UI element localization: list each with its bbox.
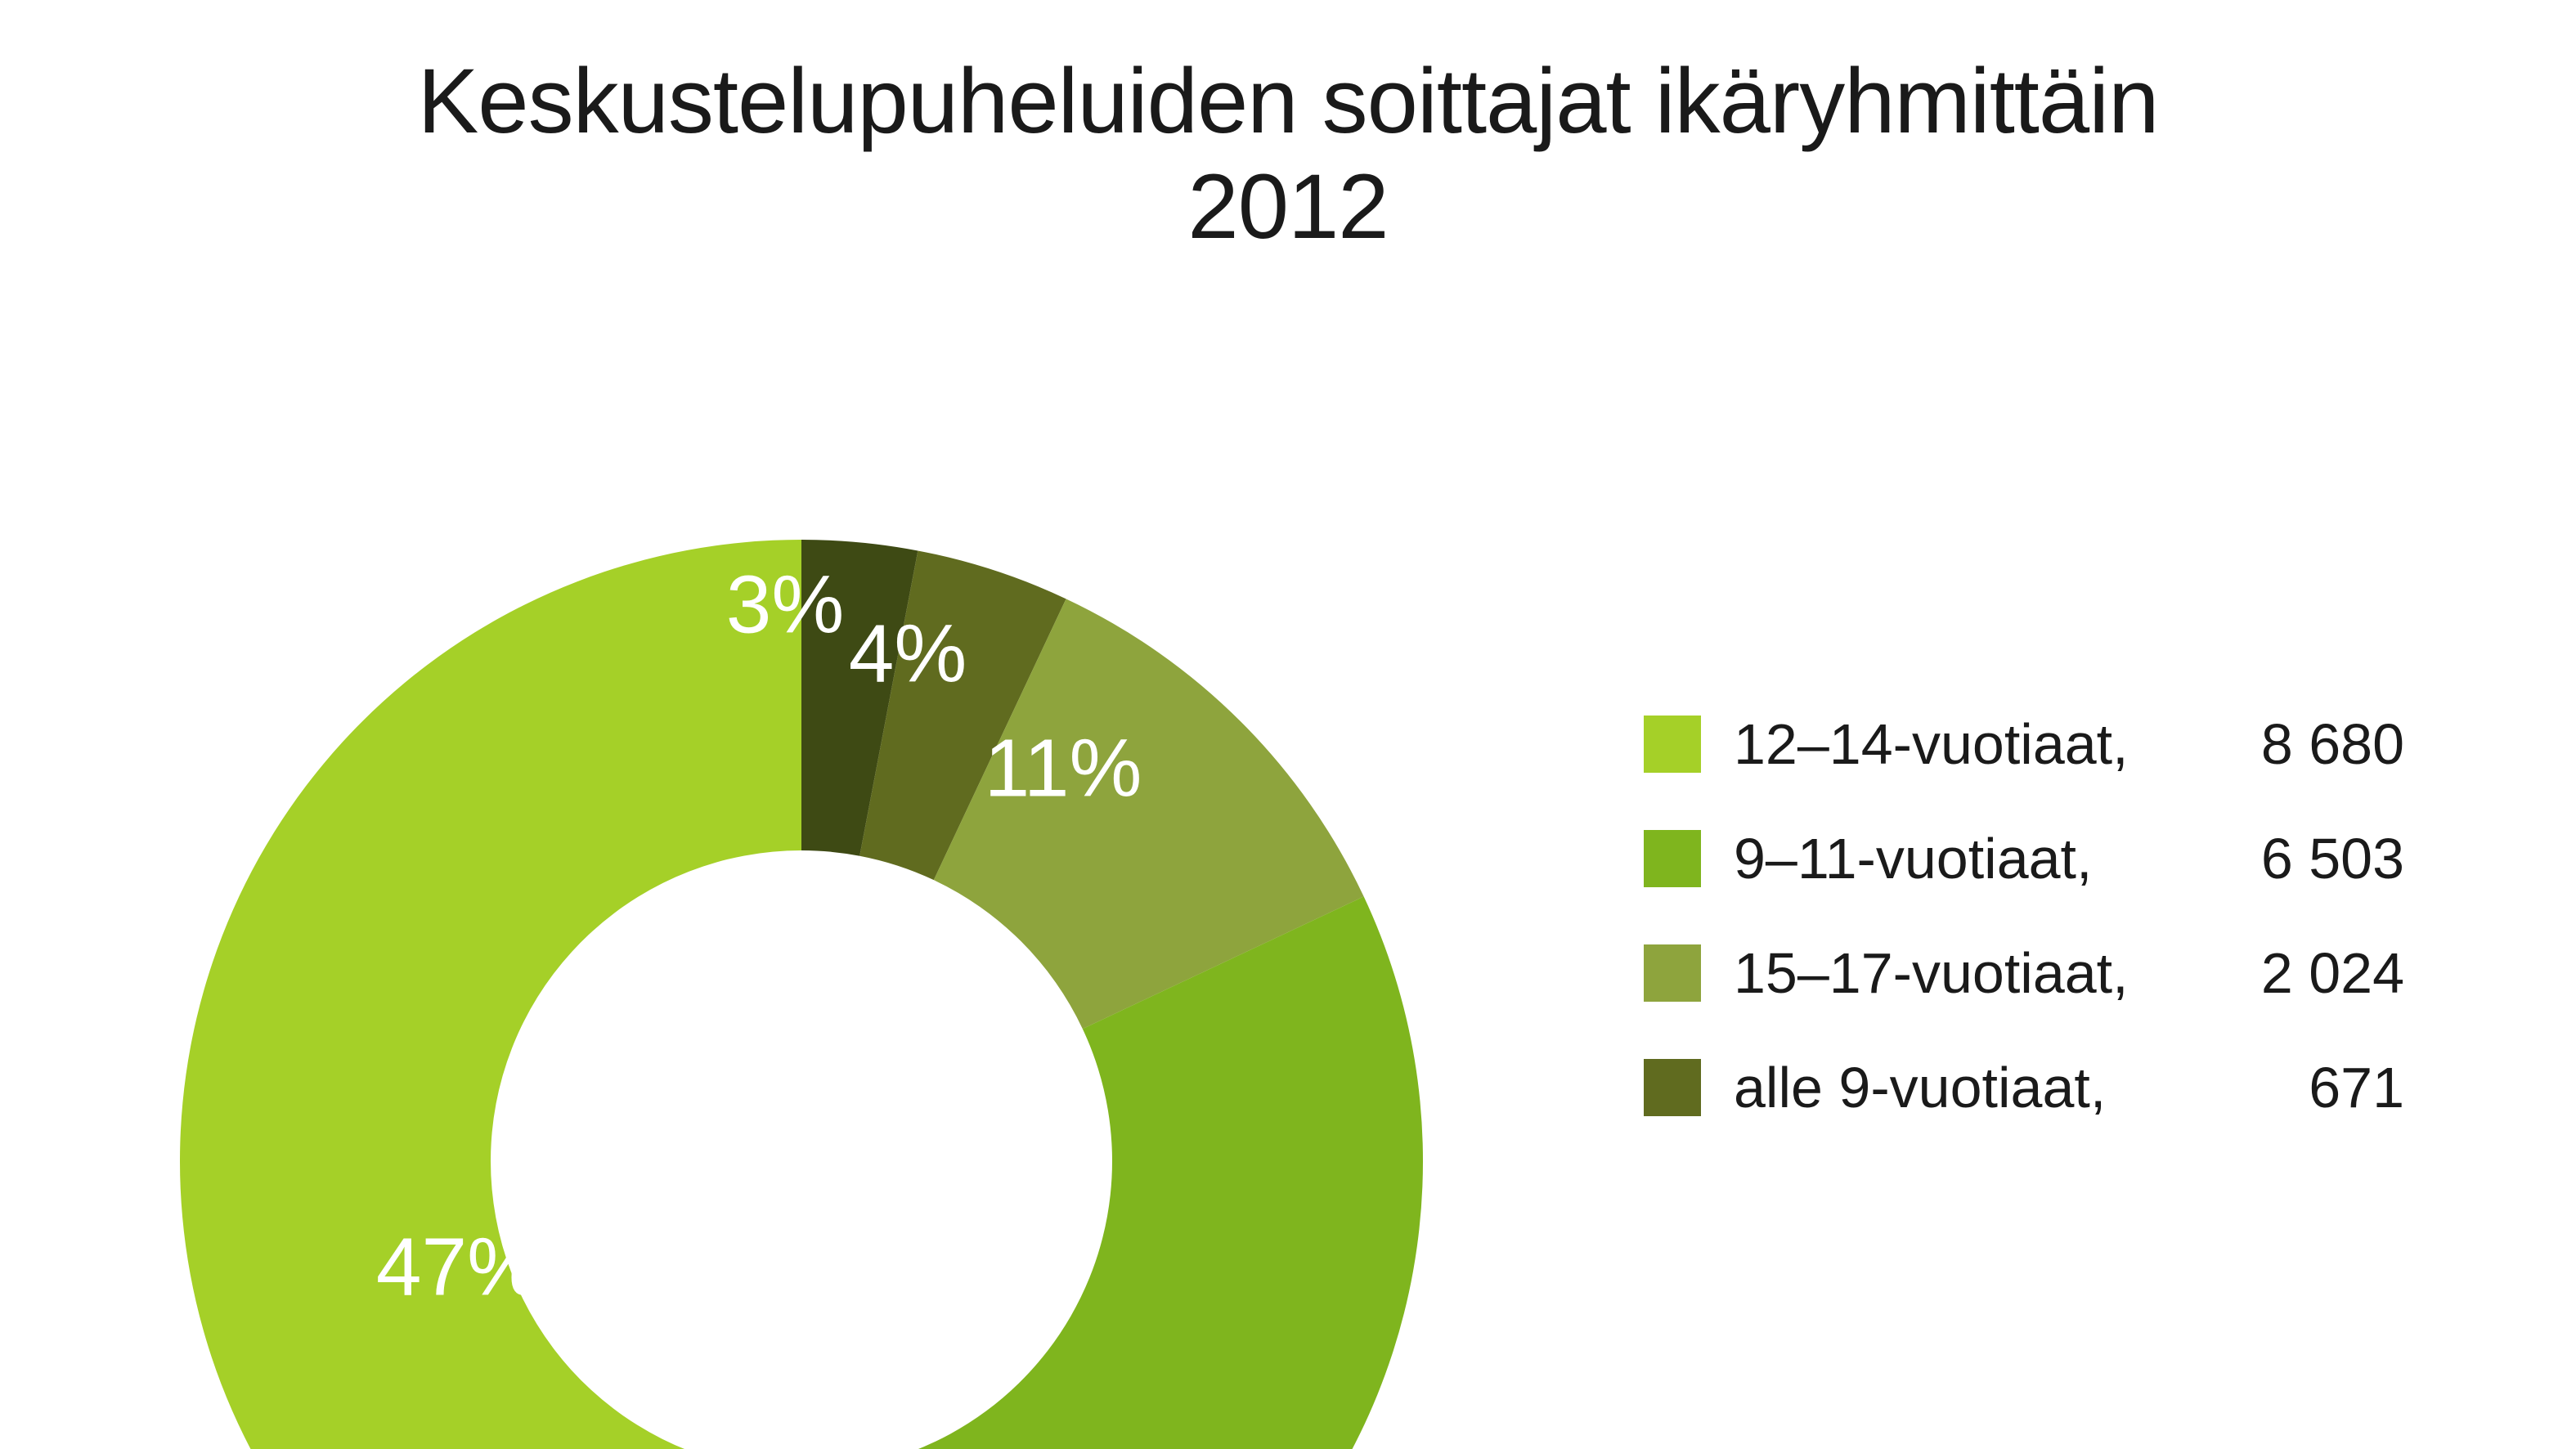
title-line-1: Keskustelupuheluiden soittajat ikäryhmit… bbox=[0, 49, 2576, 155]
legend-row: 9–11-vuotiaat,6 503 bbox=[1644, 826, 2404, 891]
legend-value: 8 680 bbox=[2192, 711, 2404, 777]
legend-row: alle 9-vuotiaat,671 bbox=[1644, 1055, 2404, 1120]
legend-row: 12–14-vuotiaat,8 680 bbox=[1644, 711, 2404, 777]
donut-svg bbox=[164, 523, 1439, 1449]
legend-value: 6 503 bbox=[2192, 826, 2404, 891]
legend-label: 15–17-vuotiaat, bbox=[1734, 940, 2192, 1006]
slice-label-12-14: 47% bbox=[376, 1221, 540, 1315]
legend-swatch bbox=[1644, 1059, 1701, 1116]
legend-swatch bbox=[1644, 830, 1701, 887]
chart-title: Keskustelupuheluiden soittajat ikäryhmit… bbox=[0, 49, 2576, 260]
slice-label-15-17: 11% bbox=[985, 722, 1142, 816]
legend-value: 671 bbox=[2192, 1055, 2404, 1120]
legend: 12–14-vuotiaat,8 6809–11-vuotiaat,6 5031… bbox=[1644, 711, 2404, 1169]
legend-swatch bbox=[1644, 716, 1701, 773]
legend-value: 2 024 bbox=[2192, 940, 2404, 1006]
legend-row: 15–17-vuotiaat,2 024 bbox=[1644, 940, 2404, 1006]
chart-container: Keskustelupuheluiden soittajat ikäryhmit… bbox=[0, 0, 2576, 1449]
donut-chart: 47% 11%4%3% bbox=[164, 523, 1439, 1449]
title-line-2: 2012 bbox=[0, 155, 2576, 260]
slice-label-alle9: 4% bbox=[849, 608, 967, 702]
legend-label: alle 9-vuotiaat, bbox=[1734, 1055, 2192, 1120]
legend-label: 12–14-vuotiaat, bbox=[1734, 711, 2192, 777]
legend-label: 9–11-vuotiaat, bbox=[1734, 826, 2192, 891]
slice-label-other: 3% bbox=[726, 559, 845, 653]
legend-swatch bbox=[1644, 944, 1701, 1002]
